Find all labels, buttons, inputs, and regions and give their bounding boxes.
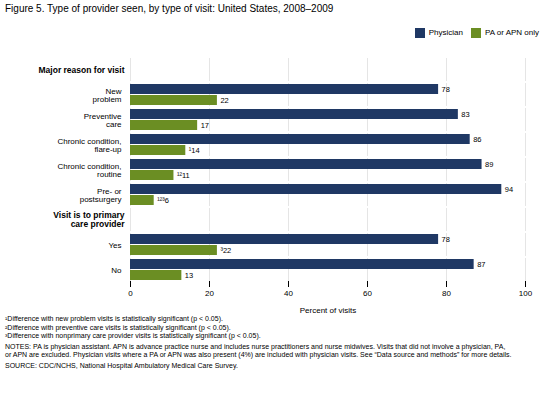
svg-text:83: 83 — [461, 110, 469, 119]
html-text:¹Difference with new problem v: ¹Difference with new problem visits is s… — [5, 315, 223, 322]
svg-text:80: 80 — [442, 289, 451, 298]
svg-text:40: 40 — [284, 289, 293, 298]
svg-text:60: 60 — [363, 289, 372, 298]
svg-text:17: 17 — [201, 121, 209, 130]
svg-text:87: 87 — [477, 260, 485, 269]
html-text:Figure 5. Type of provider see: Figure 5. Type of provider seen, by type… — [5, 3, 334, 14]
html-text:NOTES: PA is physician assista: NOTES: PA is physician assistant. APN is… — [5, 342, 512, 358]
html-text:²Difference with preventive ca: ²Difference with preventive care visits … — [5, 323, 231, 331]
svg-text:Chronic condition,flare-up: Chronic condition,flare-up — [57, 137, 122, 154]
svg-text:Chronic condition,routine: Chronic condition,routine — [57, 162, 122, 179]
html-text:PA or APN only: PA or APN only — [484, 28, 539, 37]
svg-text:100: 100 — [519, 289, 533, 298]
svg-text:94: 94 — [505, 185, 513, 194]
svg-text:22: 22 — [220, 96, 228, 105]
svg-text:78: 78 — [442, 85, 450, 94]
svg-text:78: 78 — [442, 235, 450, 244]
svg-text:0: 0 — [128, 289, 133, 298]
svg-text:20: 20 — [205, 289, 214, 298]
svg-text:³22: ³22 — [220, 246, 231, 255]
svg-text:Pre- orpostsurgery: Pre- orpostsurgery — [80, 187, 122, 204]
svg-text:89: 89 — [485, 160, 493, 169]
svg-text:Major reason for visit: Major reason for visit — [39, 65, 125, 75]
html-text:Physician: Physician — [428, 28, 463, 37]
svg-text:Yes: Yes — [108, 241, 121, 250]
svg-text:Visit is to primarycare provid: Visit is to primarycare provider — [53, 210, 125, 229]
svg-text:Percent of visits: Percent of visits — [300, 306, 356, 315]
svg-text:¹²11: ¹²11 — [177, 171, 190, 180]
svg-text:Preventivecare: Preventivecare — [84, 112, 122, 129]
svg-text:¹²³6: ¹²³6 — [157, 196, 169, 205]
svg-text:86: 86 — [473, 135, 481, 144]
html-text:SOURCE: CDC/NCHS, National Hos: SOURCE: CDC/NCHS, National Hospital Ambu… — [5, 361, 238, 369]
html-text:³Difference with nonprimary ca: ³Difference with nonprimary care provide… — [5, 332, 261, 339]
svg-text:13: 13 — [185, 271, 193, 280]
svg-text:Newproblem: Newproblem — [93, 87, 122, 104]
svg-text:No: No — [111, 266, 122, 275]
svg-text:¹14: ¹14 — [189, 146, 200, 155]
